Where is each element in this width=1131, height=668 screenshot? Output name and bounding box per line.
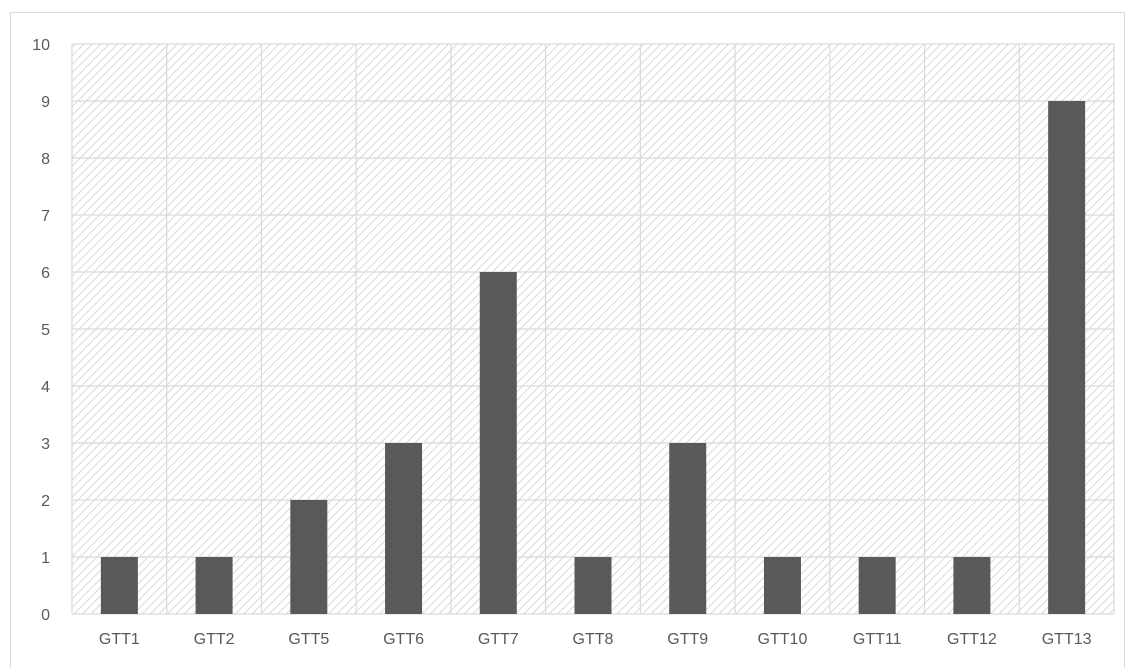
chart-border [10, 12, 1125, 668]
x-tick-label: GTT9 [667, 631, 708, 648]
y-axis-tick-labels: 0 1 2 3 4 5 6 7 8 9 10 [32, 37, 50, 624]
x-tick-label: GTT1 [99, 631, 140, 648]
y-tick-label: 3 [41, 436, 50, 453]
bar-gtt12 [953, 557, 991, 614]
bar-gtt10 [763, 557, 801, 614]
bar-gtt5 [290, 500, 328, 614]
x-tick-label: GTT5 [288, 631, 329, 648]
x-tick-label: GTT7 [478, 631, 519, 648]
y-tick-label: 2 [41, 493, 50, 510]
y-tick-label: 1 [41, 550, 50, 567]
x-tick-label: GTT6 [383, 631, 424, 648]
y-tick-label: 0 [41, 607, 50, 624]
y-tick-label: 5 [41, 322, 50, 339]
bar-gtt6 [385, 443, 423, 614]
x-tick-label: GTT8 [573, 631, 614, 648]
bars [100, 101, 1086, 614]
x-tick-label: GTT10 [758, 631, 808, 648]
bar-gtt2 [195, 557, 233, 614]
bar-gtt7 [479, 272, 517, 614]
bar-gtt1 [100, 557, 138, 614]
y-tick-label: 8 [41, 151, 50, 168]
x-tick-label: GTT13 [1042, 631, 1092, 648]
x-tick-label: GTT11 [853, 631, 902, 648]
gridlines [71, 43, 1115, 615]
x-axis-tick-labels: GTT1 GTT2 GTT5 GTT6 GTT7 GTT8 GTT9 GTT10 GTT11 GT… [99, 631, 1092, 648]
x-tick-label: GTT2 [194, 631, 235, 648]
y-tick-label: 10 [32, 37, 50, 54]
bar-gtt9 [669, 443, 707, 614]
bar-gtt13 [1048, 101, 1086, 614]
y-tick-label: 4 [41, 379, 50, 396]
y-tick-label: 7 [41, 208, 50, 225]
x-tick-label: GTT12 [947, 631, 997, 648]
y-tick-label: 6 [41, 265, 50, 282]
bar-gtt8 [574, 557, 612, 614]
y-tick-label: 9 [41, 94, 50, 111]
bar-gtt11 [858, 557, 896, 614]
